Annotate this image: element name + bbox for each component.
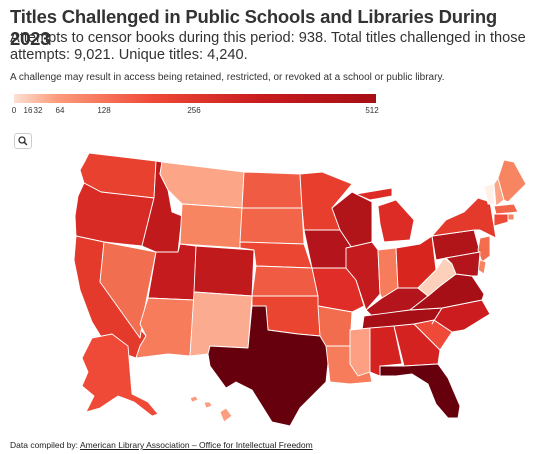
- legend-tick: 0: [11, 106, 17, 115]
- legend-gradient-bar: [14, 94, 376, 103]
- credit-source-link[interactable]: American Library Association – Office fo…: [79, 440, 313, 450]
- state-vt[interactable]: [483, 183, 495, 205]
- state-hi[interactable]: [189, 395, 233, 423]
- state-nd[interactable]: [241, 171, 303, 209]
- state-mt[interactable]: [159, 161, 245, 209]
- legend-tick: 256: [187, 106, 201, 115]
- color-legend: 0 16 32 64 128 256 512: [11, 92, 379, 118]
- state-ar[interactable]: [317, 305, 353, 347]
- state-mi[interactable]: [355, 187, 415, 243]
- credit-label: Data compiled by:: [10, 440, 79, 450]
- legend-tick: 16: [23, 106, 33, 115]
- state-ri[interactable]: [507, 213, 515, 221]
- search-icon: [18, 136, 28, 146]
- state-ny[interactable]: [431, 197, 497, 239]
- legend-tick: 128: [97, 106, 111, 115]
- legend-tick: 32: [33, 106, 43, 115]
- state-sd[interactable]: [239, 207, 305, 245]
- us-choropleth-map: [73, 152, 527, 427]
- state-ks[interactable]: [251, 265, 319, 297]
- state-fl[interactable]: [379, 363, 461, 419]
- state-nj[interactable]: [477, 235, 491, 263]
- state-il[interactable]: [345, 241, 381, 311]
- chart-title: Titles Challenged in Public Schools and …: [10, 6, 498, 49]
- state-ak[interactable]: [81, 333, 159, 417]
- legend-tick: 512: [365, 106, 379, 115]
- state-me[interactable]: [497, 159, 527, 203]
- chart-note: A challenge may result in access being r…: [10, 72, 445, 83]
- state-md[interactable]: [445, 251, 481, 277]
- state-ms[interactable]: [349, 327, 371, 377]
- state-wy[interactable]: [179, 203, 243, 249]
- state-co[interactable]: [193, 245, 255, 297]
- state-ga[interactable]: [393, 323, 441, 367]
- map-search-button[interactable]: [14, 133, 32, 149]
- legend-tick: 64: [55, 106, 65, 115]
- state-ct[interactable]: [493, 213, 509, 227]
- state-ma[interactable]: [493, 203, 519, 215]
- data-credit: Data compiled by: American Library Assoc…: [10, 440, 313, 450]
- chart-subtitle: Attempts to censor books during this per…: [10, 30, 526, 63]
- state-tx[interactable]: [207, 305, 331, 427]
